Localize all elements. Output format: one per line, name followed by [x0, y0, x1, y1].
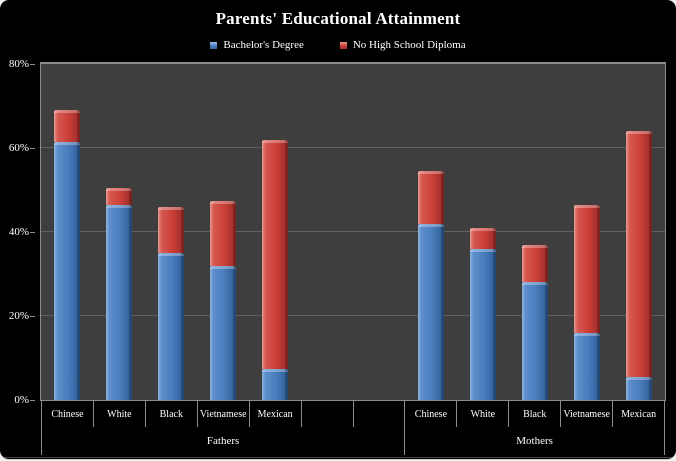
x-category-label-white: White	[456, 401, 508, 427]
frame-bottom-edge	[4, 457, 672, 458]
bar-column-empty	[301, 64, 353, 400]
chart-title: Parents' Educational Attainment	[215, 9, 461, 28]
y-tick-mark-icon	[30, 64, 35, 65]
legend-swatch-bachelors-icon	[210, 41, 218, 49]
gridline-40	[41, 231, 665, 232]
bar-column-mothers-chinese	[405, 64, 457, 401]
segment-no-high-school	[210, 200, 236, 266]
bar-column-mothers-mexican	[613, 64, 665, 401]
x-category-label-mexican: Mexican	[248, 401, 301, 427]
x-category-label-black: Black	[144, 401, 197, 427]
bar-column-fathers-white	[93, 64, 145, 401]
legend-label-bachelors: Bachelor's Degree	[223, 39, 304, 51]
y-tick-label-40: 40%	[8, 226, 29, 238]
x-category-label-chinese: Chinese	[41, 401, 93, 427]
bar-column-fathers-mexican	[249, 64, 301, 400]
y-tick-label-60: 60%	[8, 142, 29, 154]
stacked-bar	[210, 200, 236, 401]
segment-bachelors	[418, 223, 444, 401]
stacked-bar	[522, 244, 548, 400]
bar-column-mothers-white	[457, 64, 509, 401]
bar-column-fathers-vietnamese	[197, 64, 249, 401]
x-category-label-vietnamese: Vietnamese	[560, 401, 612, 427]
x-axis-groups: Fathers Mothers	[41, 427, 665, 455]
gridline-20	[41, 315, 665, 316]
plot-area	[40, 62, 666, 401]
segment-bachelors	[522, 282, 548, 400]
segment-no-high-school	[158, 206, 184, 254]
segment-no-high-school	[574, 204, 600, 333]
x-group-cell-mothers: Mothers	[404, 427, 664, 455]
x-category-label-chinese: Chinese	[404, 401, 456, 427]
segment-bachelors	[574, 332, 600, 401]
segment-bachelors	[158, 253, 184, 400]
y-tick-mark-icon	[30, 316, 35, 317]
segment-no-high-school	[106, 187, 132, 205]
segment-no-high-school	[418, 171, 444, 224]
segment-bachelors	[626, 376, 652, 401]
y-tick-mark-icon	[30, 148, 35, 149]
y-tick-label-80: 80%	[8, 58, 29, 70]
segment-bachelors	[262, 368, 288, 400]
x-group-label-mothers: Mothers	[516, 435, 553, 447]
segment-no-high-school	[54, 110, 80, 142]
x-category-cell-empty	[352, 401, 405, 427]
bar-column-fathers-chinese	[41, 64, 93, 401]
stacked-bar	[470, 227, 496, 401]
legend-label-no-high-school: No High School Diploma	[352, 39, 466, 51]
x-group-label-fathers: Fathers	[206, 435, 240, 447]
x-category-label-white: White	[92, 401, 145, 427]
x-category-label-black: Black	[508, 401, 560, 427]
segment-bachelors	[470, 248, 496, 401]
stacked-bar	[158, 206, 184, 400]
segment-bachelors	[106, 204, 132, 401]
bar-column-mothers-vietnamese	[561, 64, 613, 401]
stacked-bar	[54, 110, 80, 401]
legend-item-no-high-school: No High School Diploma	[339, 39, 466, 51]
y-tick-mark-icon	[30, 232, 35, 233]
segment-no-high-school	[522, 244, 548, 283]
legend-item-bachelors: Bachelor's Degree	[210, 39, 304, 51]
stacked-bar	[106, 187, 132, 401]
bars-layer	[41, 64, 665, 401]
bar-column-empty	[353, 64, 405, 400]
y-tick-label-0: 0%	[14, 394, 29, 406]
y-tick-mark-icon	[30, 400, 35, 401]
stacked-bar	[574, 204, 600, 401]
x-category-label-vietnamese: Vietnamese	[196, 401, 249, 427]
x-group-cell-fathers: Fathers	[41, 427, 404, 455]
segment-bachelors	[210, 265, 236, 401]
x-category-cell-empty	[300, 401, 353, 427]
legend: Bachelor's Degree No High School Diploma	[0, 39, 676, 51]
x-category-label-mexican: Mexican	[612, 401, 664, 427]
stacked-bar	[262, 139, 288, 400]
segment-bachelors	[54, 141, 80, 401]
bar-column-fathers-black	[145, 64, 197, 400]
stacked-bar	[418, 171, 444, 401]
legend-swatch-no-high-school-icon	[339, 41, 347, 49]
segment-no-high-school	[470, 227, 496, 249]
gridline-60	[41, 147, 665, 148]
bar-column-mothers-black	[509, 64, 561, 400]
y-tick-label-20: 20%	[8, 310, 29, 322]
x-axis-categories: Chinese White Black Vietnamese Mexican Chines…	[41, 401, 665, 427]
segment-no-high-school	[262, 139, 288, 369]
stacked-bar	[626, 131, 652, 401]
segment-no-high-school	[626, 131, 652, 377]
y-axis: 0% 20% 40% 60% 80%	[0, 58, 35, 406]
